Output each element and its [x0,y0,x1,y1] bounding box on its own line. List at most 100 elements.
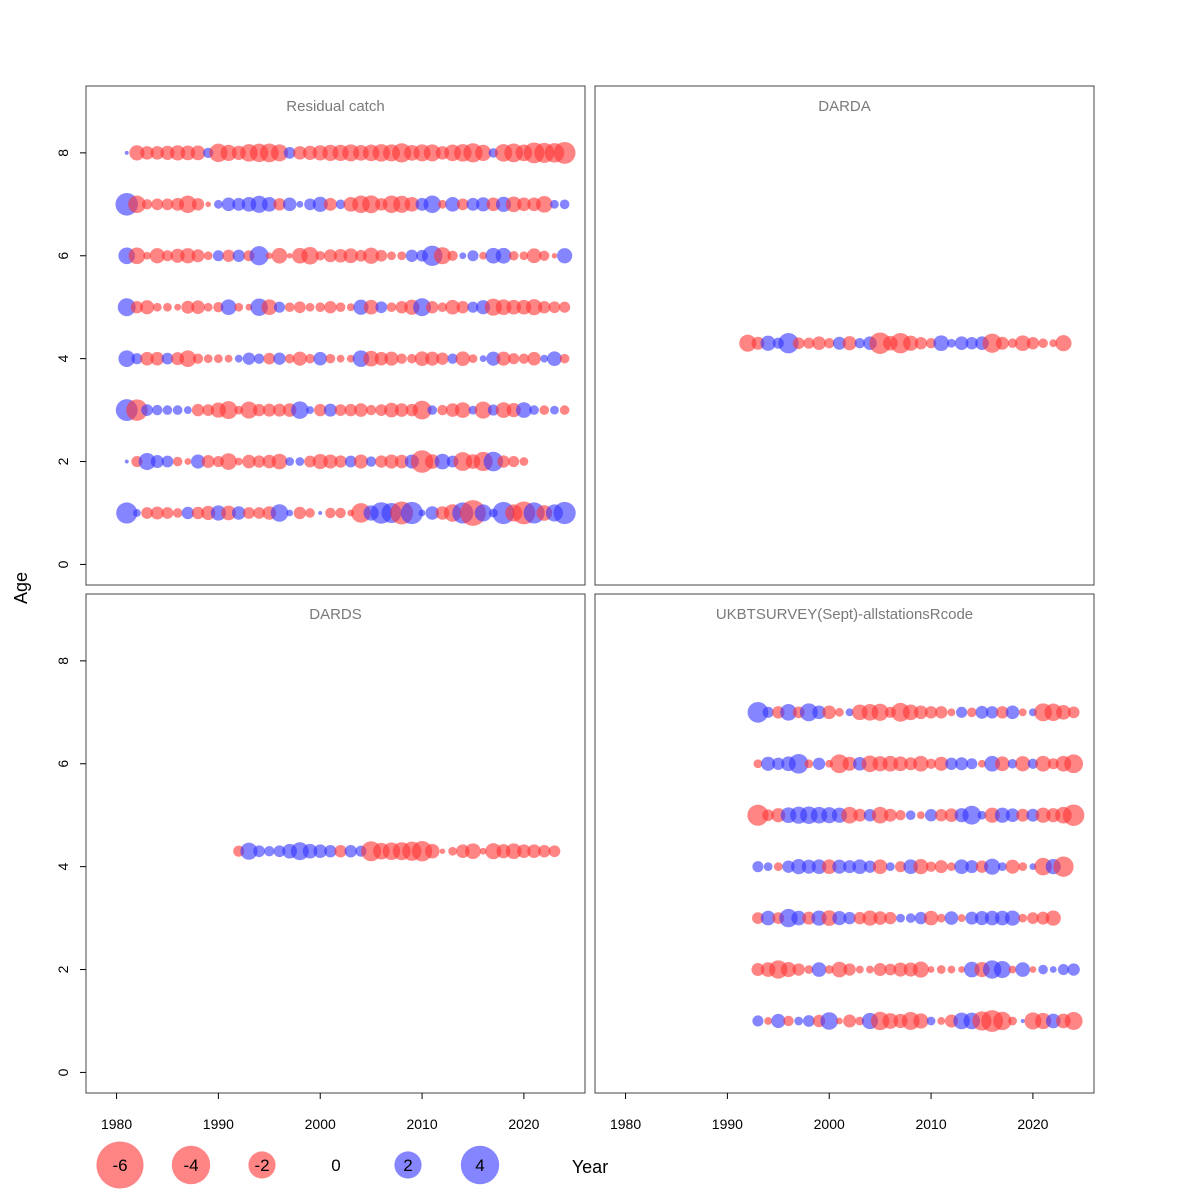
residual-bubble [141,404,153,416]
residual-bubble [284,353,295,364]
residual-bubble [302,843,318,859]
residual-bubble [397,251,407,261]
residual-bubble [180,248,196,264]
residual-bubble [293,146,307,160]
residual-bubble [916,811,925,820]
residual-bubble [124,150,129,155]
residual-bubble [476,197,491,212]
residual-bubble [190,454,206,469]
residual-bubble [902,704,919,721]
residual-bubble [947,862,956,872]
residual-bubble [262,403,276,417]
residual-bubble [179,350,197,367]
residual-bubble [926,1016,936,1026]
y-tick-label: 2 [55,457,71,465]
residual-bubble [313,844,328,859]
residual-bubble [843,1014,857,1028]
residual-bubble [282,197,297,212]
residual-bubble [474,504,492,522]
residual-bubble [222,249,235,262]
residual-bubble [459,252,467,260]
residual-bubble [895,810,906,821]
residual-bubble [128,195,146,214]
residual-bubble [1004,910,1021,926]
residual-bubble [792,337,805,350]
x-tick-label: 1990 [712,1116,743,1132]
residual-bubble [270,504,289,522]
residual-bubble [995,756,1010,772]
residual-bubble [559,199,570,210]
residual-bubble [161,198,174,211]
residual-bubble [505,843,522,860]
residual-bubble [842,756,857,771]
residual-bubble [242,454,256,469]
residual-bubble [354,403,368,417]
residual-bubble [180,145,196,161]
residual-bubble [150,351,165,366]
residual-bubble [1036,911,1050,925]
residual-bubble [843,911,856,925]
residual-bubble [455,351,471,366]
legend: -6 -4 -2 0 2 4 [96,1141,500,1189]
residual-bubble [312,196,328,212]
residual-bubble [539,250,550,261]
legend-bubble [171,1145,211,1185]
y-tick-label: 4 [55,355,71,363]
residual-bubble [913,1013,929,1029]
residual-bubble [362,195,381,214]
residual-bubble [1035,807,1051,823]
residual-bubble [172,508,183,518]
residual-bubble [862,910,878,926]
panel-title: UKBTSURVEY(Sept)-allstationsRcode [716,606,973,623]
panel-2: DARDA [594,85,1095,586]
residual-bubble [375,301,388,314]
residual-bubble [788,753,809,774]
residual-bubble [487,404,499,416]
residual-bubble [843,860,857,874]
residual-bubble [893,962,908,977]
y-tick-label: 4 [55,863,71,871]
residual-bubble [271,247,288,264]
residual-bubble [751,336,765,350]
y-tick-label: 2 [55,965,71,973]
residual-bubble [203,251,213,261]
residual-bubble [812,705,826,720]
residual-bubble [212,250,224,262]
residual-bubble [525,299,543,316]
residual-bubble [264,846,275,857]
residual-bubble [284,302,295,313]
residual-bubble [240,842,258,860]
residual-bubble [966,758,978,770]
residual-bubble [433,247,451,265]
residual-bubble [210,505,226,521]
residual-bubble [934,756,949,771]
residual-bubble [854,338,865,349]
residual-bubble [956,706,968,718]
residual-bubble [325,507,336,519]
legend-label: 4 [475,1156,484,1175]
residual-bubble [483,451,504,472]
residual-bubble [903,335,919,351]
residual-bubble [1049,966,1057,973]
residual-bubble [203,354,213,364]
residual-bubble [150,146,165,160]
residual-bubble [333,248,348,263]
residual-bubble [884,963,897,976]
residual-bubble [772,757,785,770]
residual-bubble [219,401,238,420]
residual-bubble [550,405,559,415]
legend-label: 2 [403,1156,412,1175]
residual-bubble [1035,755,1051,772]
residual-bubble [791,910,807,926]
residual-bubble [947,965,956,974]
residual-bubble [977,810,987,820]
residual-bubble [947,338,956,348]
residual-bubble [304,198,316,211]
residual-bubble [395,301,408,314]
residual-bubble [792,963,805,976]
residual-bubble [962,805,982,825]
residual-bubble [353,299,369,315]
residual-bubble [1014,335,1031,352]
residual-bubble [883,808,897,822]
residual-bubble [1055,335,1072,352]
